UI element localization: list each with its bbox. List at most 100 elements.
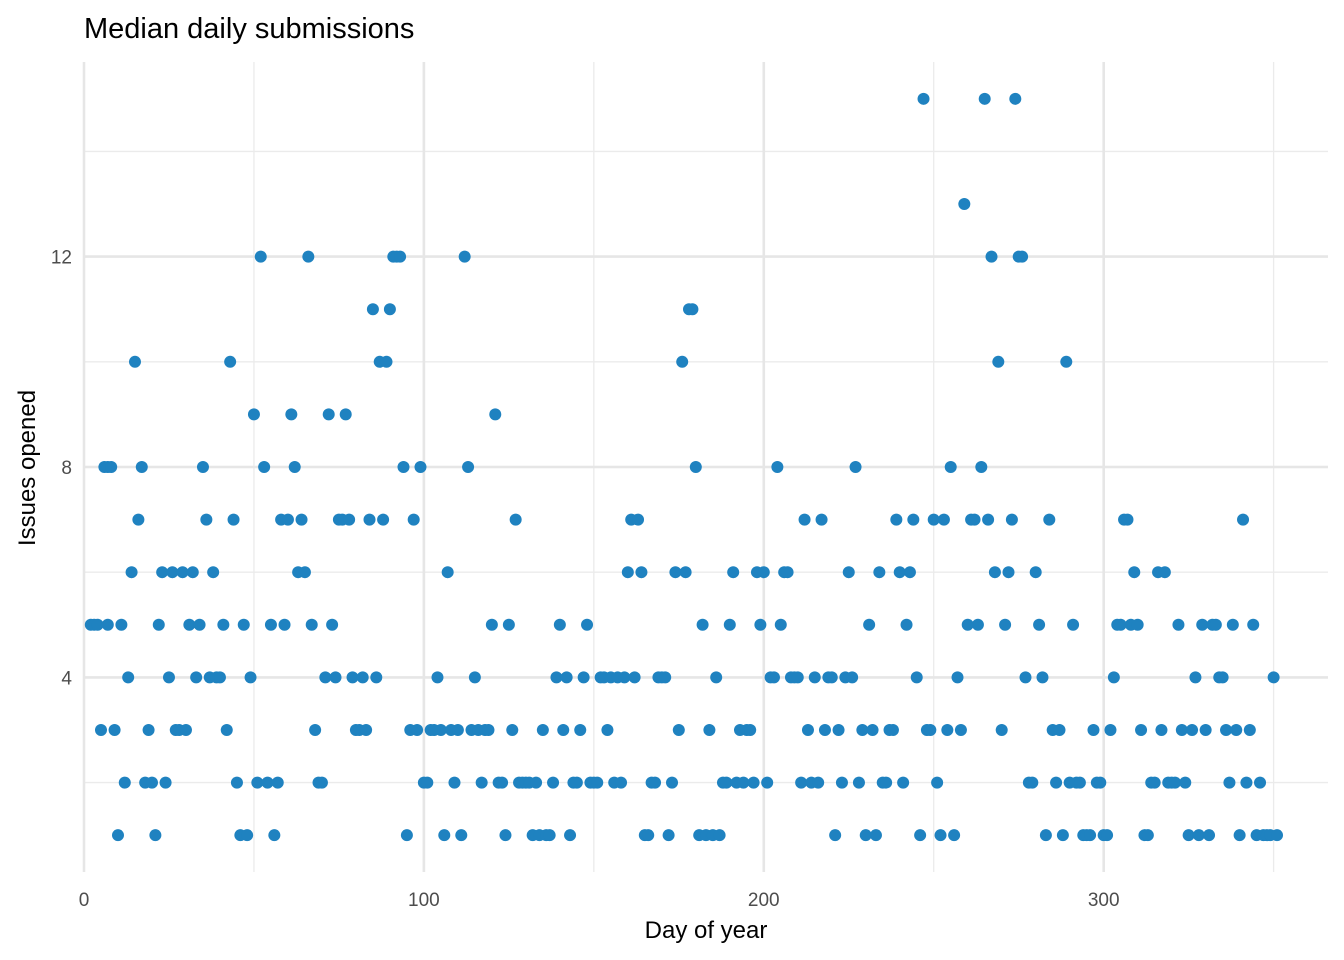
data-point — [397, 461, 410, 473]
data-point — [196, 461, 209, 473]
data-point — [441, 566, 454, 579]
data-point — [982, 513, 995, 526]
data-point — [281, 513, 294, 526]
data-point — [489, 408, 502, 421]
data-point — [1175, 723, 1188, 736]
data-point — [676, 355, 689, 368]
data-point — [1240, 776, 1253, 789]
data-point — [574, 723, 587, 736]
data-point — [1131, 618, 1144, 631]
data-point — [720, 776, 733, 789]
data-point — [326, 618, 339, 631]
data-point — [856, 723, 869, 736]
data-point — [1237, 513, 1250, 526]
data-point — [1053, 723, 1066, 736]
data-point — [241, 829, 254, 842]
data-point — [642, 829, 655, 842]
data-point — [91, 618, 104, 631]
data-point — [305, 618, 318, 631]
data-point — [268, 829, 281, 842]
data-point — [1148, 776, 1161, 789]
data-point — [866, 723, 879, 736]
data-point — [917, 92, 930, 105]
data-point — [506, 723, 519, 736]
data-point — [536, 723, 549, 736]
data-point — [183, 618, 196, 631]
data-point — [264, 618, 277, 631]
x-tick-label: 100 — [408, 890, 440, 911]
data-point — [1101, 829, 1114, 842]
data-point — [458, 250, 471, 263]
data-point — [438, 829, 451, 842]
data-point — [961, 618, 974, 631]
data-point — [1005, 513, 1018, 526]
data-point — [309, 723, 322, 736]
data-point — [564, 829, 577, 842]
data-point — [499, 829, 512, 842]
data-point — [937, 513, 950, 526]
data-point — [669, 566, 682, 579]
data-point — [1141, 829, 1154, 842]
data-point — [1107, 671, 1120, 684]
data-point — [863, 618, 876, 631]
data-point — [1271, 829, 1284, 842]
data-point — [370, 671, 383, 684]
data-point — [869, 829, 882, 842]
data-point — [924, 723, 937, 736]
data-point — [880, 776, 893, 789]
data-point — [530, 776, 543, 789]
data-point — [448, 776, 461, 789]
data-point — [383, 303, 396, 316]
data-point — [1009, 92, 1022, 105]
data-point — [1036, 671, 1049, 684]
data-point — [795, 776, 808, 789]
data-point — [200, 513, 213, 526]
data-point — [975, 461, 988, 473]
data-point — [577, 671, 590, 684]
data-point — [910, 671, 923, 684]
data-point — [808, 671, 821, 684]
data-point — [251, 776, 264, 789]
data-point — [1158, 566, 1171, 579]
data-point — [679, 566, 692, 579]
data-point — [941, 723, 954, 736]
data-point — [258, 461, 271, 473]
data-point — [1087, 723, 1100, 736]
y-axis-tick-labels: 4 8 12 — [51, 248, 73, 690]
data-point — [801, 723, 814, 736]
data-point — [288, 461, 301, 473]
data-point — [859, 829, 872, 842]
data-point — [1094, 776, 1107, 789]
data-point — [581, 618, 594, 631]
data-point — [903, 566, 916, 579]
data-point — [995, 723, 1008, 736]
data-point — [618, 671, 631, 684]
data-point — [1128, 566, 1141, 579]
data-point — [329, 671, 342, 684]
data-point — [550, 671, 563, 684]
data-point — [142, 723, 155, 736]
data-point — [132, 513, 145, 526]
data-point — [339, 408, 352, 421]
data-point — [115, 618, 128, 631]
data-point — [502, 618, 515, 631]
data-point — [1196, 618, 1209, 631]
data-point — [649, 776, 662, 789]
data-point — [1121, 513, 1134, 526]
data-point — [999, 618, 1012, 631]
data-point — [832, 723, 845, 736]
data-point — [179, 723, 192, 736]
data-point — [897, 776, 910, 789]
data-point — [1179, 776, 1192, 789]
data-point — [1050, 776, 1063, 789]
data-point — [434, 723, 447, 736]
data-point — [482, 723, 495, 736]
data-point — [710, 671, 723, 684]
data-point — [278, 618, 291, 631]
data-point — [659, 671, 672, 684]
y-tick-label: 8 — [61, 458, 72, 479]
y-tick-label: 4 — [61, 668, 72, 689]
data-point — [135, 461, 148, 473]
